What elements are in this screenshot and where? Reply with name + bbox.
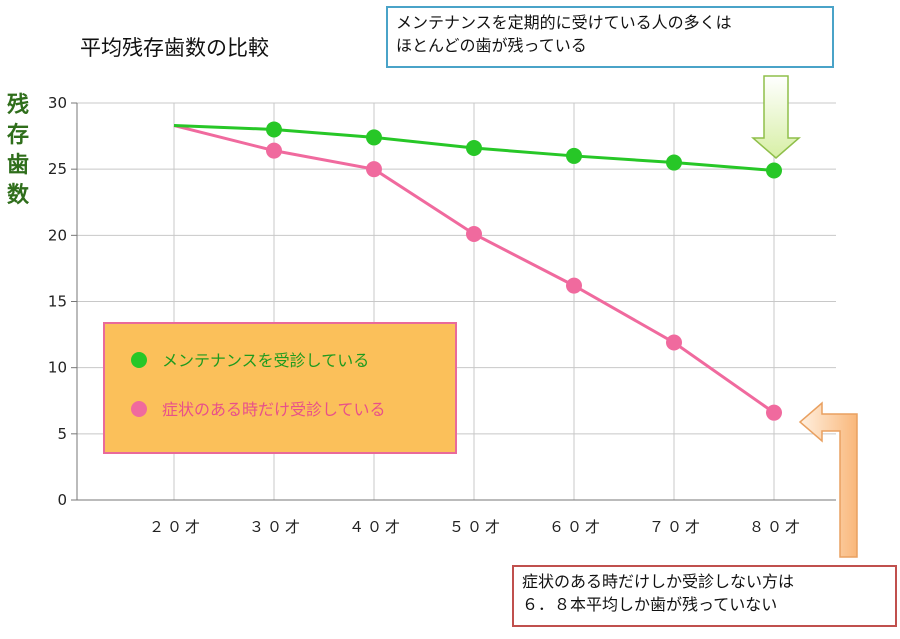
data-point-symptom-only bbox=[566, 277, 582, 294]
y-tick-label: 20 bbox=[48, 226, 67, 244]
annotation-line: ６．８本平均しか歯が残っていない bbox=[522, 595, 778, 614]
data-point-symptom-only bbox=[766, 404, 782, 421]
y-axis-label-char: 数 bbox=[7, 182, 30, 208]
annotation-line: 症状のある時だけしか受診しない方は bbox=[522, 572, 795, 591]
legend: メンテナンスを受診している 症状のある時だけ受診している bbox=[103, 322, 457, 454]
y-tick-label: 5 bbox=[57, 425, 67, 443]
y-axis-label-char: 存 bbox=[7, 122, 29, 148]
annotation-line: ほとんどの歯が残っている bbox=[396, 36, 587, 55]
y-tick-label: 25 bbox=[48, 160, 67, 178]
legend-marker-maintenance bbox=[131, 352, 147, 368]
data-point-symptom-only bbox=[266, 142, 282, 159]
x-tick-label: ２０才 bbox=[149, 518, 203, 536]
x-tick-label: ７０才 bbox=[649, 518, 703, 536]
annotation-maintenance: メンテナンスを定期的に受けている人の多くは ほとんどの歯が残っている bbox=[386, 6, 834, 68]
y-tick-label: 15 bbox=[48, 293, 67, 311]
arrow-down-icon bbox=[750, 75, 802, 159]
x-tick-labels: ２０才 ３０才 ４０才 ５０才 ６０才 ７０才 ８０才 bbox=[149, 518, 803, 536]
annotation-line: メンテナンスを定期的に受けている人の多くは bbox=[396, 13, 732, 32]
axes bbox=[71, 102, 836, 501]
data-point-maintenance bbox=[566, 147, 582, 164]
x-tick-label: ３０才 bbox=[249, 518, 303, 536]
legend-marker-symptom-only bbox=[131, 401, 147, 417]
x-tick-label: ４０才 bbox=[349, 518, 403, 536]
data-point-maintenance bbox=[366, 129, 382, 146]
chart-title: 平均残存歯数の比較 bbox=[80, 36, 269, 60]
y-tick-label: 0 bbox=[57, 491, 67, 509]
data-point-maintenance bbox=[766, 162, 782, 179]
x-tick-label: ５０才 bbox=[449, 518, 503, 536]
series bbox=[173, 121, 782, 421]
y-axis-label: 残 存 歯 数 bbox=[7, 92, 30, 208]
data-point-maintenance bbox=[666, 154, 682, 171]
y-axis-label-char: 歯 bbox=[7, 152, 29, 178]
legend-label-symptom-only: 症状のある時だけ受診している bbox=[162, 400, 386, 419]
data-point-symptom-only bbox=[666, 334, 682, 351]
x-tick-label: ８０才 bbox=[749, 518, 803, 536]
data-point-maintenance bbox=[266, 121, 282, 138]
x-tick-label: ６０才 bbox=[549, 518, 603, 536]
data-point-symptom-only bbox=[366, 161, 382, 178]
legend-label-maintenance: メンテナンスを受診している bbox=[162, 351, 369, 370]
annotation-symptom-only: 症状のある時だけしか受診しない方は ６．８本平均しか歯が残っていない bbox=[512, 565, 897, 627]
legend-box bbox=[103, 322, 457, 454]
data-point-maintenance bbox=[466, 139, 482, 156]
data-point-symptom-only bbox=[466, 226, 482, 243]
y-tick-labels: 0 5 10 15 20 25 30 bbox=[48, 94, 67, 509]
arrow-bent-left-icon bbox=[798, 401, 858, 558]
y-tick-label: 30 bbox=[48, 94, 67, 112]
y-tick-label: 10 bbox=[48, 359, 67, 377]
y-axis-label-char: 残 bbox=[7, 92, 29, 118]
